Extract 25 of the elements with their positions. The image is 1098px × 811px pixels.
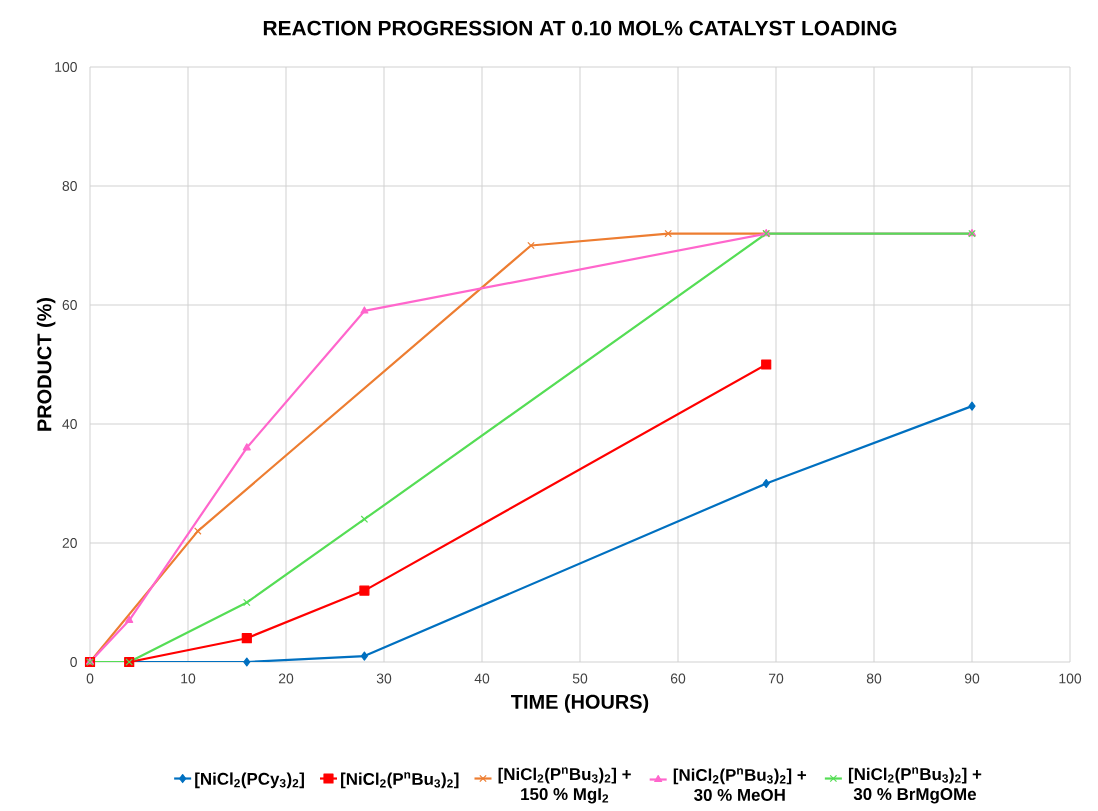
x-tick-label: 90	[964, 673, 980, 684]
x-tick-label: 30	[376, 673, 392, 684]
x-tick-label: 10	[181, 673, 196, 684]
x-tick-label: 40	[474, 673, 490, 684]
text: [NiCl$_{2}$(P$^{n}$Bu$_{3}$)$_{2}$] + 150 % MgI$_{2}$	[498, 767, 631, 804]
y-tick-label: 60	[62, 300, 77, 310]
x-tick-label: 70	[768, 673, 784, 684]
legend-label: [NiCl$_{2}$(PCy$_{3}$)$_{2}$]	[195, 772, 304, 789]
x-tick-label: 20	[278, 673, 294, 684]
text: [NiCl$_{2}$(P$^{n}$Bu$_{3}$)$_{2}$] + 30 % MeOH	[673, 768, 807, 801]
y-tick-label: 0	[70, 657, 77, 667]
y-axis-title: PRODUCT (%)	[36, 298, 56, 431]
y-tick-label: 80	[62, 181, 77, 191]
x-axis-title: TIME (HOURS)	[511, 694, 649, 713]
y-tick-label: 100	[55, 62, 77, 72]
y-tick-label: 40	[62, 419, 77, 429]
chart-title: REACTION PROGRESSION AT 0.10 MOL% CATALYST LOADING	[263, 20, 897, 36]
text: [NiCl$_{2}$(P$^{n}$Bu$_{3}$)$_{2}$]	[341, 772, 459, 789]
x-tick-label: 0	[86, 673, 94, 684]
x-tick-label: 80	[866, 673, 882, 684]
x-tick-label: 60	[670, 673, 686, 684]
y-tick-label: 20	[62, 538, 77, 548]
x-tick-label: 50	[572, 673, 588, 684]
x-tick-label: 100	[1059, 673, 1082, 684]
text: [NiCl$_{2}$(P$^{n}$Bu$_{3}$)$_{2}$] + 30 % BrMgOMe	[848, 767, 982, 804]
